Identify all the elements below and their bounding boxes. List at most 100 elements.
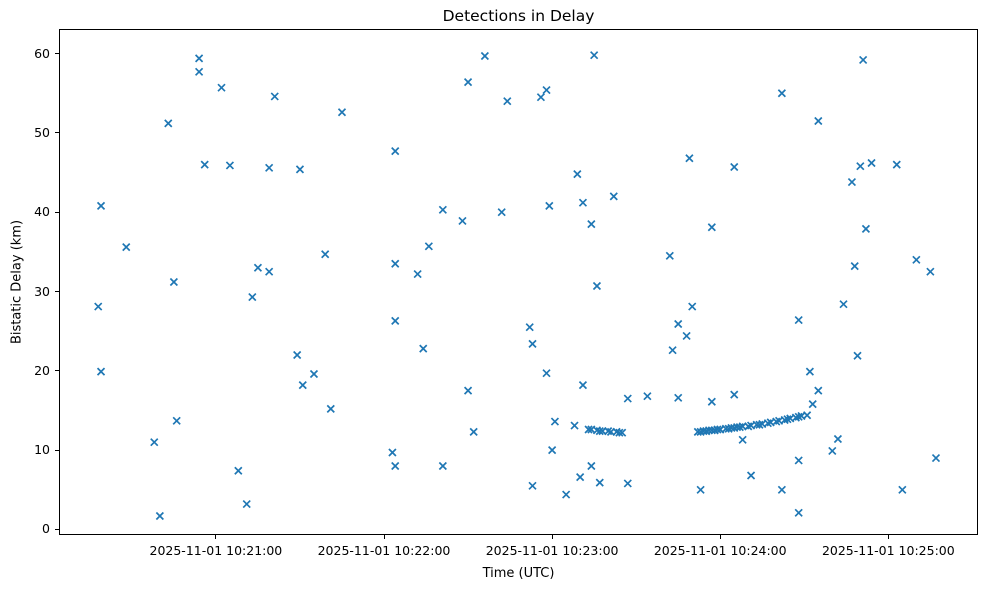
data-point [898,485,907,494]
data-point [463,78,473,87]
data-point [674,393,683,402]
data-point [542,85,551,95]
data-point [337,108,347,117]
data-point [96,201,106,210]
data-point [618,428,627,437]
data-point [856,162,865,171]
data-point [326,404,335,413]
x-tick-label: 2025-11-01 10:24:00 [653,543,787,558]
data-point [155,511,164,521]
y-tick-mark [55,132,59,134]
data-point [805,367,814,376]
data-point [578,381,588,390]
y-tick-label: 20 [34,362,50,378]
data-point [94,302,103,311]
data-point [525,323,534,332]
data-point [808,400,817,409]
data-point [150,438,159,447]
y-tick-label: 40 [34,204,50,220]
data-point [595,427,604,436]
data-point [839,300,848,309]
data-point [892,160,901,169]
data-point [293,350,302,360]
data-point [847,177,857,187]
data-point [707,223,716,232]
y-tick-mark [55,449,59,451]
data-point [194,54,204,63]
plot-area [59,29,978,535]
data-point [931,453,941,463]
data-point [413,269,422,279]
data-point [265,163,274,172]
data-point [248,292,257,302]
data-point [265,267,274,276]
y-axis-title: Bistatic Delay (km) [9,219,25,345]
data-point [615,428,624,437]
data-point [861,224,871,233]
data-point [682,331,691,341]
data-point [298,381,307,390]
data-point [536,93,546,102]
data-point [164,119,173,128]
data-point [713,425,722,434]
data-point [578,198,588,207]
data-point [912,255,921,264]
y-tick-mark [55,528,59,530]
data-point [926,267,935,276]
data-point [469,427,478,436]
data-point [777,485,786,494]
data-point [859,55,868,65]
data-point [584,425,593,434]
data-point [794,456,803,465]
data-point [548,446,557,455]
data-point [169,277,178,287]
data-point [814,386,823,395]
data-point [853,351,862,360]
data-point [242,499,251,509]
data-point [96,367,106,376]
data-point [828,446,837,456]
chart-title: Detections in Delay [442,7,595,25]
data-point [503,97,512,106]
data-point [545,201,554,210]
data-point [802,411,812,420]
data-point [850,262,859,271]
data-point [497,208,506,217]
data-point [730,162,739,172]
data-point [707,397,716,406]
data-point [217,83,226,92]
data-point [587,461,596,471]
data-point [573,170,582,179]
x-axis-title: Time (UTC) [482,566,555,581]
x-tick-mark [215,535,217,539]
data-point [458,216,467,226]
data-point [391,316,400,325]
data-point [550,417,560,426]
y-tick-label: 10 [34,442,50,458]
data-point [587,220,596,229]
y-tick-mark [55,53,59,55]
x-tick-label: 2025-11-01 10:25:00 [821,543,955,558]
data-point [592,281,602,291]
data-point [730,390,739,399]
data-point [674,319,683,329]
data-point [665,251,674,260]
data-point [528,481,537,490]
data-point [833,434,843,444]
data-point [234,466,243,475]
data-point [738,435,747,444]
x-tick-label: 2025-11-01 10:23:00 [485,543,619,558]
data-point [794,508,803,517]
data-point [668,346,677,355]
data-point [595,478,604,487]
data-point [419,344,428,353]
data-point [388,448,397,457]
data-point [814,116,823,126]
data-point [391,461,400,471]
x-tick-mark [551,535,553,539]
x-tick-mark [383,535,385,539]
y-tick-label: 60 [34,45,50,61]
data-point [321,250,330,259]
data-point [685,154,694,163]
y-tick-label: 0 [42,521,50,537]
